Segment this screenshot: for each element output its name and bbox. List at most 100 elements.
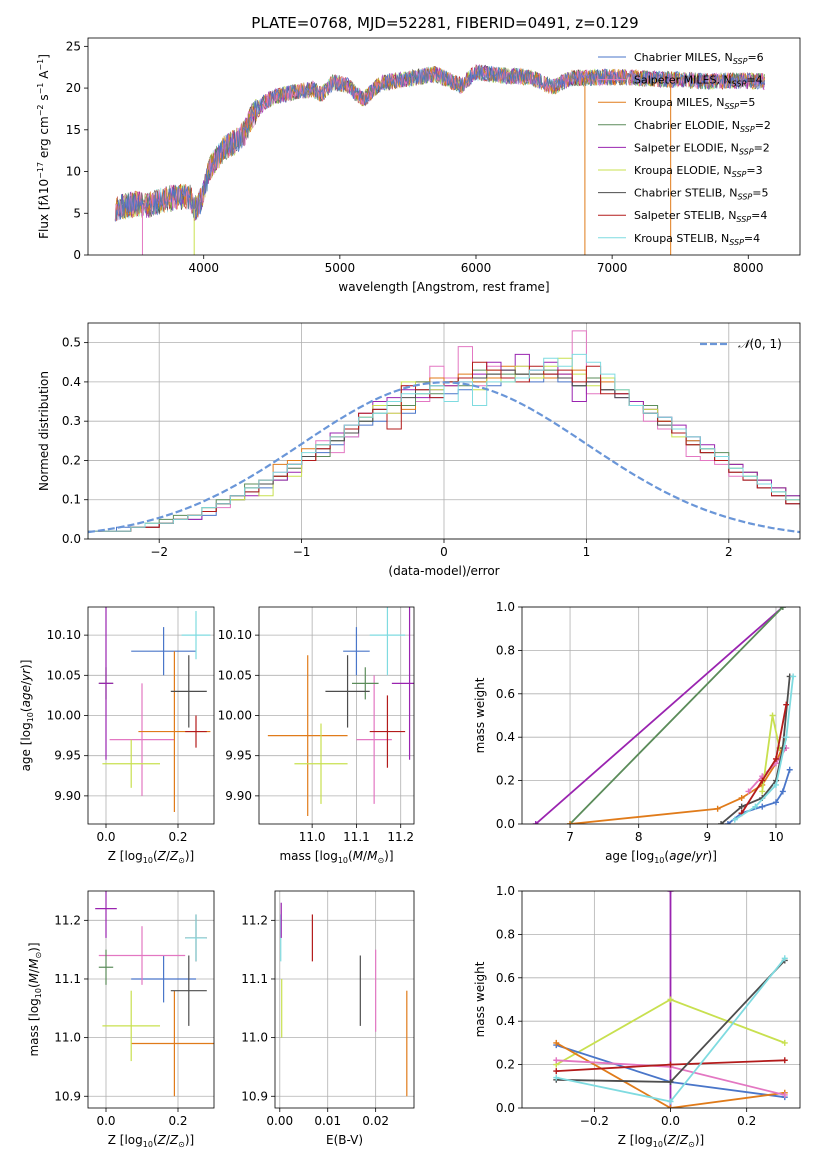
weight-marker	[667, 891, 674, 894]
axes-frame	[258, 606, 415, 825]
y-tick-label: 0.8	[496, 927, 515, 941]
x-tick-label: 1	[583, 545, 591, 559]
plot-area	[114, 64, 765, 255]
x-tick-label: −0.2	[580, 1114, 609, 1128]
y-axis-label: Flux [fλ10−17 erg cm−2 s−1 A−1]	[36, 54, 51, 239]
y-tick-label: 10.00	[47, 709, 81, 723]
x-tick-label: 7	[566, 830, 574, 844]
histogram-step	[88, 353, 800, 539]
y-tick-label: 0.4	[496, 1014, 515, 1028]
chart-mass-vs-z: 0.0 0.2 10.9 11.0 11.1 11.2 Z [log10(Z/Z⊙)] mas…	[27, 890, 215, 1149]
x-tick-label: 2	[725, 545, 733, 559]
x-tick-label: 0.02	[362, 1114, 389, 1128]
weight-marker	[532, 821, 539, 824]
weight-marker	[731, 816, 738, 823]
axes-frame	[87, 322, 801, 540]
y-tick-label: 0.2	[496, 1058, 515, 1072]
weight-marker	[553, 1074, 560, 1081]
legend-label: Salpeter MILES, NSSP=4	[634, 74, 763, 89]
y-axis-label: Normed distribution	[37, 371, 51, 491]
y-tick-label: 10.05	[218, 668, 252, 682]
y-tick-label: 0.2	[496, 774, 515, 788]
legend-label: Kroupa STELIB, NSSP=4	[634, 232, 760, 247]
weight-marker	[553, 1039, 560, 1046]
x-tick-label: 0.0	[96, 830, 115, 844]
y-tick-label: 0.4	[496, 730, 515, 744]
weight-marker	[772, 755, 779, 762]
x-tick-label: −2	[150, 545, 168, 559]
y-tick-label: 10.10	[47, 628, 81, 642]
spectrum-line	[114, 65, 765, 222]
weight-marker	[745, 788, 752, 795]
x-tick-label: 0.0	[661, 1114, 680, 1128]
x-axis-label: age [log10(age/yr)]	[605, 849, 717, 865]
weight-marker	[759, 777, 766, 784]
legend-label: 𝒩(0, 1)	[738, 337, 782, 351]
x-tick-label: 9	[704, 830, 712, 844]
weight-marker	[667, 1098, 674, 1105]
x-axis-label: Z [log10(Z/Z⊙)]	[618, 1133, 704, 1149]
chart-massweight-vs-age: 7 8 9 10 0.0 0.2 0.4 0.6 0.8 1.0 age [log10(age/yr…	[473, 600, 801, 865]
x-tick-label: 0.2	[737, 1114, 756, 1128]
weight-marker	[781, 1057, 788, 1064]
plot-area	[553, 891, 788, 1108]
weight-marker	[786, 766, 793, 773]
y-tick-label: 10.00	[218, 709, 252, 723]
y-tick-label: 9.95	[54, 749, 81, 763]
weight-marker	[772, 799, 779, 806]
x-tick-label: 0	[440, 545, 448, 559]
weight-marker	[718, 821, 725, 824]
x-axis-label: Z [log10(Z/Z⊙)]	[108, 849, 194, 865]
spectrum-line	[114, 64, 765, 222]
y-tick-label: 0.2	[62, 453, 81, 467]
y-tick-label: 1.0	[496, 600, 515, 614]
x-tick-label: 8	[635, 830, 643, 844]
y-tick-label: 10.05	[47, 668, 81, 682]
y-tick-label: 0.0	[62, 532, 81, 546]
legend-label: Chabrier ELODIE, NSSP=2	[634, 119, 771, 134]
x-axis-label: (data-model)/error	[388, 564, 499, 578]
y-tick-label: 9.95	[225, 749, 252, 763]
weight-marker	[769, 712, 776, 719]
y-tick-label: 0.0	[496, 1101, 515, 1115]
y-tick-label: 10.10	[218, 628, 252, 642]
x-tick-label: 0.2	[168, 830, 187, 844]
y-tick-label: 0.5	[62, 336, 81, 350]
weight-marker	[667, 996, 674, 1003]
x-axis-label: E(B-V)	[326, 1133, 363, 1147]
weight-marker	[667, 1078, 674, 1085]
y-tick-label: 0.1	[62, 493, 81, 507]
weight-line	[535, 607, 784, 824]
y-axis-label: mass weight	[473, 677, 487, 753]
weight-line	[740, 704, 788, 814]
weight-marker	[553, 1068, 560, 1075]
axes-frame	[87, 606, 215, 825]
weight-marker	[772, 781, 779, 788]
histogram-step	[88, 373, 800, 539]
y-tick-label: 20	[66, 81, 81, 95]
y-tick-label: 0.3	[62, 414, 81, 428]
y-tick-label: 11.2	[241, 913, 268, 927]
x-tick-label: 11.1	[343, 830, 370, 844]
plot-area	[280, 902, 408, 1097]
weight-marker	[738, 803, 745, 810]
weight-marker	[759, 803, 766, 810]
weight-marker	[781, 1039, 788, 1046]
x-axis-label: Z [log10(Z/Z⊙)]	[108, 1133, 194, 1149]
weight-line	[555, 1042, 785, 1108]
x-axis-label: wavelength [Angstrom, rest frame]	[338, 280, 549, 294]
y-tick-label: 0.0	[496, 817, 515, 831]
weight-marker	[779, 788, 786, 795]
histogram-step	[88, 330, 800, 539]
weight-marker	[783, 734, 790, 741]
x-tick-label: 0.00	[266, 1114, 293, 1128]
plot-area	[95, 891, 214, 1097]
axes-frame	[274, 890, 415, 1109]
legend-label: Chabrier STELIB, NSSP=5	[634, 187, 768, 202]
y-tick-label: 11.2	[54, 913, 81, 927]
y-tick-label: 0.4	[62, 375, 81, 389]
y-tick-label: 11.1	[54, 972, 81, 986]
x-tick-label: 10	[768, 830, 783, 844]
x-tick-label: 5000	[325, 261, 356, 275]
histogram-step	[88, 361, 800, 539]
